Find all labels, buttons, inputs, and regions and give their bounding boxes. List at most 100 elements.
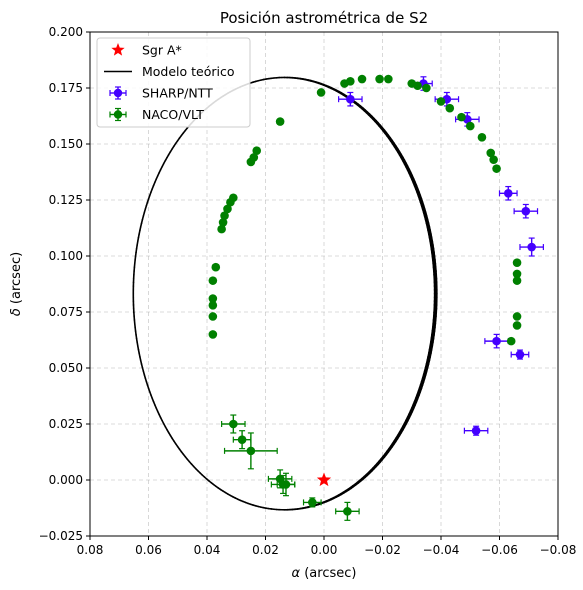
legend-entry-sgr-a-: Sgr A* <box>111 43 182 58</box>
data-point-naco-vlt <box>211 262 221 272</box>
data-point-naco-vlt <box>208 312 218 321</box>
data-marker <box>346 94 355 104</box>
series-sharp-ntt <box>338 76 544 436</box>
x-tick-label: 0.00 <box>311 543 338 557</box>
legend-label: Modelo teórico <box>142 64 235 79</box>
legend-entry-naco-vlt: NACO/VLT <box>109 107 204 122</box>
data-point-naco-vlt <box>316 88 326 97</box>
data-marker <box>527 242 536 252</box>
data-point-sharp-ntt <box>498 185 518 201</box>
data-point-sharp-ntt <box>455 112 480 127</box>
data-point-naco-vlt <box>492 164 501 173</box>
y-tick-label: 0.125 <box>49 193 83 207</box>
data-point-naco-vlt <box>223 432 278 470</box>
data-marker <box>343 507 352 516</box>
data-marker <box>246 446 256 456</box>
data-marker <box>486 148 496 158</box>
data-point-naco-vlt <box>275 117 285 126</box>
y-tick-label: 0.050 <box>49 361 83 375</box>
x-tick-label: 0.02 <box>252 543 279 557</box>
data-marker <box>218 218 228 227</box>
data-marker <box>515 350 525 359</box>
data-point-naco-vlt <box>375 74 384 84</box>
data-point-naco-vlt <box>267 469 293 489</box>
model-layer <box>132 76 438 511</box>
data-point-naco-vlt <box>229 193 238 203</box>
data-marker <box>275 117 285 126</box>
data-marker <box>217 224 226 234</box>
data-point-naco-vlt <box>477 132 487 142</box>
data-point-naco-vlt <box>489 155 498 164</box>
data-marker <box>492 164 501 173</box>
data-marker <box>512 321 522 330</box>
data-marker <box>208 300 218 310</box>
data-point-naco-vlt <box>506 336 516 346</box>
data-point-naco-vlt <box>208 294 218 303</box>
y-axis-symbol: δ <box>9 308 24 316</box>
x-axis-title: α (arcsec) <box>292 566 357 581</box>
legend-entry-sharp-ntt: SHARP/NTT <box>109 86 213 101</box>
series-naco-vlt <box>208 74 522 521</box>
data-marker <box>229 419 238 429</box>
data-point-naco-vlt <box>223 204 232 214</box>
legend-box <box>96 37 251 128</box>
axes: 0.08 0.06 0.04 0.02 0.00 −0.02 −0.04 −0.06 −0.08… <box>39 25 577 557</box>
data-point-naco-vlt <box>335 501 360 521</box>
legend-entry-modelo-te-rico: Modelo teórico <box>104 64 235 79</box>
data-point-naco-vlt <box>445 103 455 113</box>
data-marker <box>465 121 475 131</box>
data-marker <box>316 88 326 97</box>
data-marker <box>512 312 522 321</box>
data-point-naco-vlt <box>436 97 446 106</box>
data-marker <box>308 498 317 507</box>
data-point-naco-vlt <box>512 258 522 268</box>
data-point-naco-vlt <box>465 121 475 131</box>
data-point-naco-vlt <box>422 83 431 93</box>
data-layer <box>208 74 544 521</box>
data-marker <box>208 276 218 285</box>
data-point-naco-vlt <box>413 81 422 91</box>
data-marker <box>477 132 487 142</box>
data-marker <box>249 153 259 162</box>
data-marker <box>229 193 238 203</box>
data-point-naco-vlt <box>357 74 367 84</box>
data-point-naco-vlt <box>486 148 496 158</box>
data-marker <box>503 188 513 198</box>
data-point-sharp-ntt <box>463 425 489 436</box>
data-marker <box>220 211 229 220</box>
data-marker <box>512 258 522 268</box>
data-point-naco-vlt <box>302 497 322 508</box>
y-tick-label: 0.200 <box>49 25 83 39</box>
data-marker <box>252 146 262 156</box>
x-tick-label: 0.08 <box>77 543 104 557</box>
legend-marker-icon <box>113 88 123 98</box>
legend-marker-icon <box>113 110 123 119</box>
legend-star-icon <box>111 43 125 56</box>
data-marker <box>281 480 291 489</box>
y-tick-label: −0.025 <box>39 529 83 543</box>
data-point-naco-vlt <box>276 472 296 497</box>
data-marker <box>422 83 431 93</box>
x-tick-label: −0.08 <box>540 543 577 557</box>
data-marker <box>346 76 355 86</box>
y-tick-label: 0.000 <box>49 473 83 487</box>
data-marker <box>512 269 522 279</box>
data-point-naco-vlt <box>218 218 228 227</box>
x-tick-label: −0.02 <box>364 543 401 557</box>
data-marker <box>211 262 221 272</box>
legend: Sgr A* Modelo teórico SHARP/NTT NACO/VLT <box>96 37 251 128</box>
data-marker <box>208 312 218 321</box>
data-point-naco-vlt <box>384 74 393 84</box>
data-marker <box>237 435 247 444</box>
data-marker <box>471 426 481 436</box>
data-point-naco-vlt <box>208 330 218 339</box>
data-point-naco-vlt <box>252 146 262 156</box>
data-point-naco-vlt <box>249 153 259 162</box>
x-tick-label: −0.06 <box>481 543 518 557</box>
data-point-naco-vlt <box>220 211 229 220</box>
y-axis-unit: (arcsec) <box>9 252 24 304</box>
data-point-sharp-ntt <box>519 237 544 257</box>
data-point-naco-vlt <box>457 112 466 122</box>
data-point-naco-vlt <box>221 414 246 434</box>
